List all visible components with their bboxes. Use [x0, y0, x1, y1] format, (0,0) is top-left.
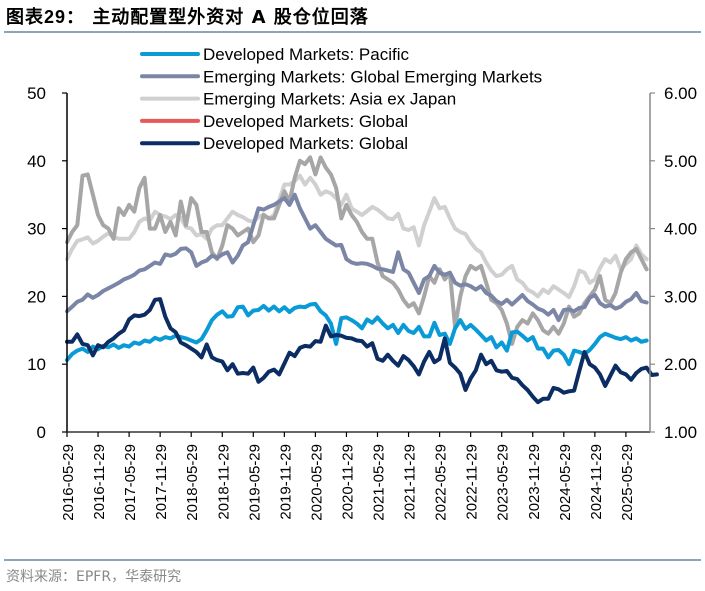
title-number: 29： — [44, 7, 86, 27]
series-layer — [65, 155, 659, 405]
legend-label: Emerging Markets: Asia ex Japan — [203, 90, 456, 109]
right-tick-label: 5.00 — [664, 152, 697, 171]
series-line-3 — [65, 155, 649, 346]
x-tick-label: 2021-05-29 — [371, 444, 388, 521]
title-divider — [4, 31, 701, 33]
x-tick-label: 2018-05-29 — [184, 444, 201, 521]
x-tick-label: 2023-11-29 — [526, 444, 543, 520]
axes-layer: 0 10 20 30 40 50 2016-05-29 2016-11-29 2017-05-2… — [27, 84, 697, 521]
x-tick-label: 2016-05-29 — [60, 444, 77, 521]
right-tick-label: 2.00 — [664, 355, 697, 374]
right-tick-label: 4.00 — [664, 220, 697, 239]
left-tick-label: 10 — [27, 355, 46, 374]
left-tick-label: 50 — [27, 84, 46, 103]
x-tick-label: 2024-05-29 — [557, 444, 574, 521]
x-tick-label: 2021-11-29 — [402, 444, 419, 520]
right-tick-label: 1.00 — [664, 423, 697, 442]
x-tick-label: 2017-05-29 — [122, 444, 139, 521]
right-tick-label: 6.00 — [664, 84, 697, 103]
x-tick-label: 2025-05-29 — [619, 444, 636, 521]
legend-background — [140, 42, 605, 154]
series-line-0 — [65, 301, 649, 367]
series-line-1 — [65, 192, 649, 323]
legend-label: Emerging Markets: Global Emerging Market… — [203, 67, 542, 86]
title-text: 主动配置型外资对 A 股仓位回落 — [92, 7, 369, 28]
legend-label: Developed Markets: Pacific — [203, 45, 409, 64]
x-tick-label: 2018-11-29 — [215, 444, 232, 520]
left-tick-label: 20 — [27, 287, 46, 306]
x-tick-label: 2017-11-29 — [153, 444, 170, 520]
x-tick-label: 2022-11-29 — [464, 444, 481, 520]
x-tick-label: 2024-11-29 — [588, 444, 605, 520]
x-tick-label: 2020-05-29 — [308, 444, 325, 521]
footer-divider — [4, 559, 701, 561]
chart-title: 图表29： 主动配置型外资对 A 股仓位回落 — [6, 3, 369, 29]
right-tick-label: 3.00 — [664, 287, 697, 306]
x-tick-label: 2019-11-29 — [277, 444, 294, 520]
x-tick-label: 2020-11-29 — [339, 444, 356, 520]
left-tick-label: 40 — [27, 152, 46, 171]
title-prefix: 图表 — [6, 7, 44, 28]
x-tick-label: 2016-11-29 — [91, 444, 108, 520]
x-tick-label: 2022-05-29 — [433, 444, 450, 521]
line-chart: 0 10 20 30 40 50 2016-05-29 2016-11-29 2017-05-2… — [27, 42, 698, 521]
x-tick-label: 2023-05-29 — [495, 444, 512, 521]
left-tick-label: 30 — [27, 220, 46, 239]
legend-label: Developed Markets: Global — [203, 134, 408, 153]
source-note: 资料来源：EPFR，华泰研究 — [6, 569, 182, 585]
series-line-2 — [65, 173, 649, 300]
legend: Developed Markets: Pacific Emerging Marke… — [140, 42, 605, 154]
legend-label: Developed Markets: Global — [203, 112, 408, 131]
left-tick-label: 0 — [37, 423, 46, 442]
series-line-4 — [65, 297, 659, 405]
x-tick-label: 2019-05-29 — [246, 444, 263, 521]
